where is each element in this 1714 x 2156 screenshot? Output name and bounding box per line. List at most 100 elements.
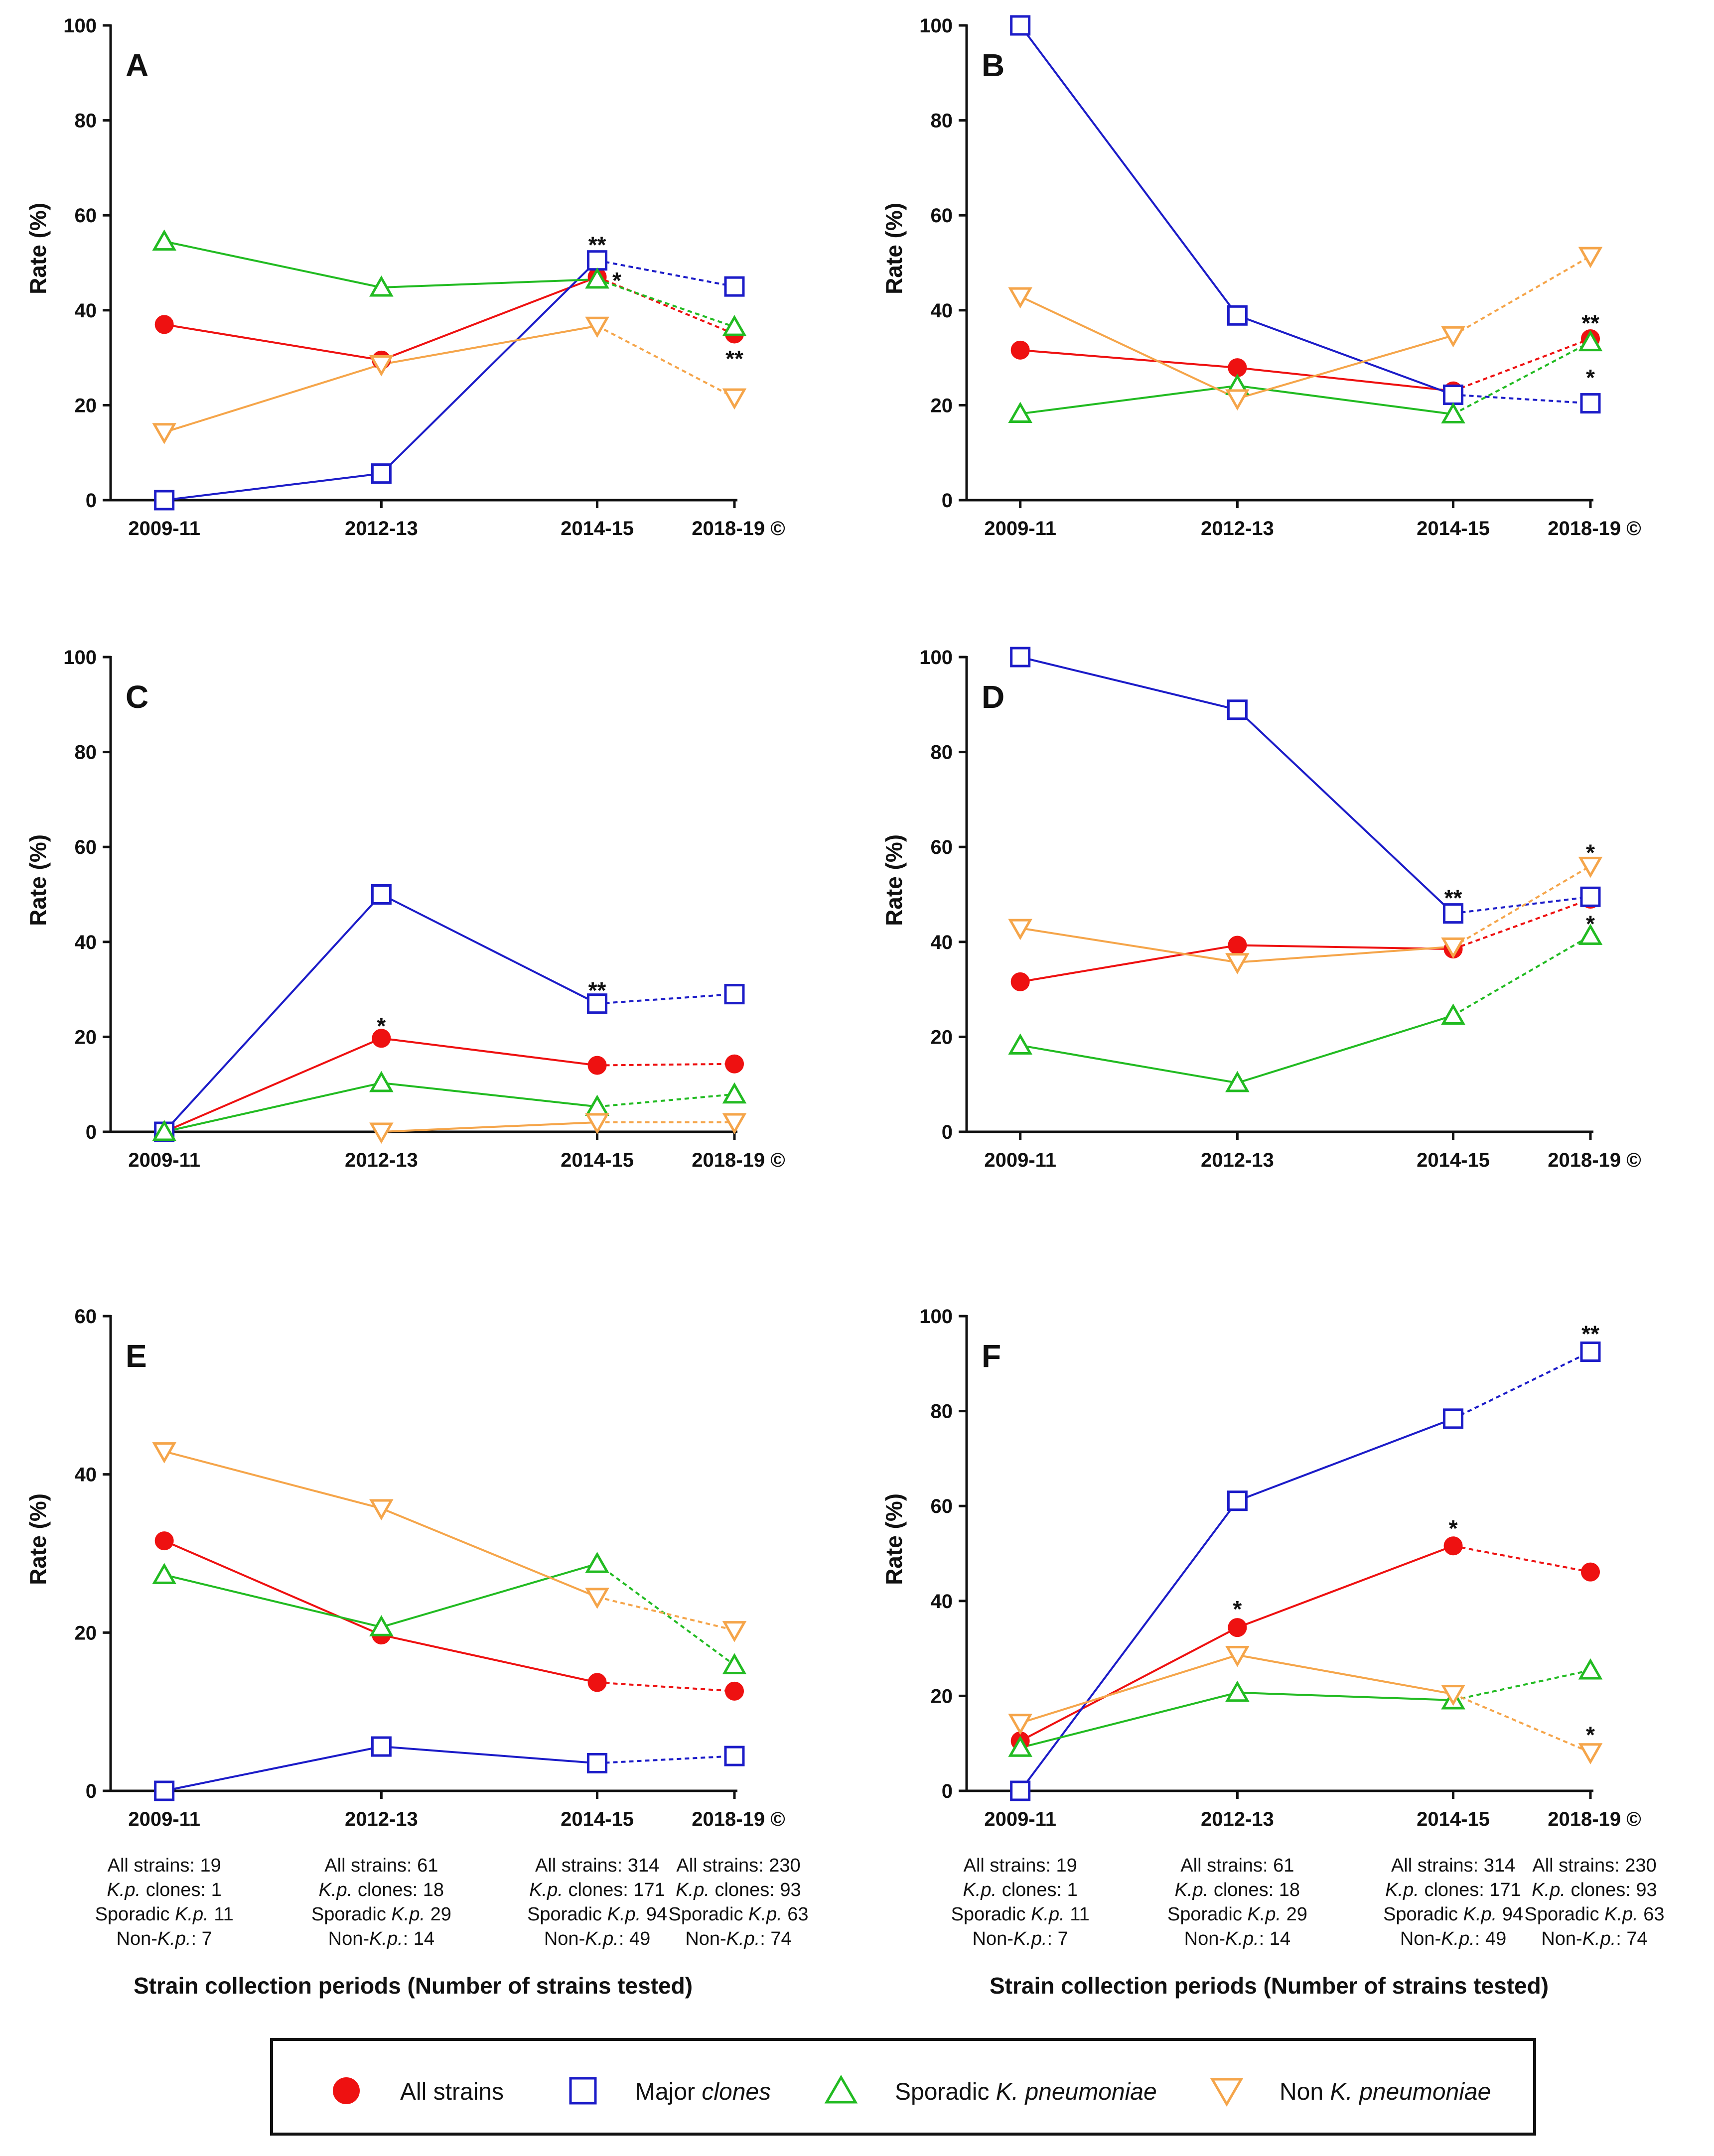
panel-e-all-line-segment — [597, 1681, 735, 1692]
panel-f-all-point — [1228, 1618, 1247, 1637]
panel-a-sporadic-point — [585, 267, 609, 289]
panel-f-sporadic-point — [1578, 1658, 1603, 1680]
panel-b-y-tick-label: 0 — [942, 490, 953, 512]
panel-d-non-line-segment — [1237, 945, 1453, 963]
panel-e-strain-count-line-part: Non- — [117, 1928, 157, 1949]
panel-c-non-point — [369, 1122, 394, 1144]
panel-a-y-tick-label: 0 — [86, 490, 97, 512]
panel-f-x-tick-label: 2012-13 — [1201, 1808, 1274, 1830]
panel-e-y-axis-title: Rate (%) — [25, 1493, 51, 1585]
panel-f-significance-mark: * — [1586, 1722, 1595, 1748]
panel-b-sporadic-point — [1441, 402, 1465, 424]
panel-b-y-tick-label: 20 — [931, 395, 953, 416]
panel-a-y-tick-label: 100 — [63, 15, 97, 37]
legend-label-sporadic-part: Sporadic — [895, 2079, 996, 2105]
panel-f-strain-count-line: K.p. clones: 171 — [1385, 1880, 1521, 1900]
panel-b-non-line-segment — [1452, 255, 1591, 337]
panel-f-sporadic-point — [1008, 1736, 1032, 1757]
panel-a-x-tick-label: 2009-11 — [128, 518, 200, 539]
panel-e-sporadic-point — [152, 1563, 176, 1584]
panel-e-all-point — [725, 1681, 744, 1701]
panel-f-strain-count-line-part: Non- — [1184, 1928, 1225, 1949]
panel-f-strain-count-line: Non-K.p.: 49 — [1400, 1928, 1506, 1949]
panel-e-sporadic-line-segment — [596, 1563, 735, 1666]
panel-f-non-line-segment — [1452, 1693, 1591, 1753]
panel-f-strain-count-line: K.p. clones: 18 — [1175, 1880, 1300, 1900]
panel-a-all-line-segment — [164, 323, 382, 361]
panel-c-significance-mark: ** — [588, 977, 606, 1003]
panel-f-strain-count-line: Sporadic K.p. 29 — [1167, 1904, 1307, 1925]
panel-d-y-tick-label: 80 — [931, 742, 953, 764]
panel-c-all-line-segment — [163, 1037, 382, 1133]
panel-e-strain-count-line-part: K.p. — [157, 1928, 191, 1949]
panel-a-major-line-segment — [164, 472, 382, 501]
panel-e-non-line-segment — [164, 1450, 382, 1509]
panel-e-strain-count-line: Sporadic K.p. 94 — [527, 1904, 667, 1925]
panel-a-non-point — [369, 355, 394, 377]
panel-b-sporadic-line-segment — [1237, 385, 1453, 415]
panel-d-major-line-segment — [1453, 896, 1591, 915]
panel-f-strain-count-line: All strains: 314 — [1391, 1855, 1515, 1876]
panel-e-y-tick-label: 20 — [75, 1622, 97, 1644]
panel-e-x-axis-title: Strain collection periods (Number of str… — [134, 1973, 693, 1999]
panel-f-strain-count-line-part: K.p. — [1225, 1928, 1259, 1949]
panel-e-strain-count-line-part: K.p. — [175, 1904, 209, 1925]
panel-b: 0 20 40 60 80 100 2009-11 2012-13 2014-15 2018-19… — [881, 15, 1641, 539]
panel-d-sporadic-line-segment — [1237, 1014, 1454, 1084]
panel-c-y-tick-label: 0 — [86, 1121, 97, 1143]
panel-b-significance-mark: * — [1586, 365, 1595, 391]
panel-f-sporadic-line-segment — [1453, 1669, 1591, 1701]
panel-e-sporadic-point — [722, 1653, 747, 1674]
panel-e-strain-count-line-part: K.p. — [726, 1928, 760, 1949]
panel-f-strain-count-line-part: K.p. — [1247, 1904, 1281, 1925]
panel-e-strain-count-line: All strains: 230 — [676, 1855, 800, 1876]
panel-a-sporadic-point — [369, 275, 394, 297]
panel-e-strain-count-line: K.p. clones: 1 — [107, 1880, 222, 1900]
panel-e-non-point — [369, 1499, 394, 1521]
panel-e-strain-count-line-part: K.p. — [391, 1904, 425, 1925]
panel-f-all-line-segment — [1237, 1545, 1454, 1629]
panel-e-strain-count-line-part: clones: 171 — [563, 1880, 665, 1900]
panel-d-sporadic-point — [1008, 1033, 1032, 1055]
panel-e-strain-count-line-part: Sporadic — [311, 1904, 392, 1925]
panel-e-strain-count-line: Non-K.p.: 49 — [544, 1928, 650, 1949]
panel-b-x-tick-label: 2018-19 © — [1548, 518, 1641, 539]
legend-marker-sporadic — [824, 2075, 858, 2104]
panel-f-major-point — [1443, 1408, 1464, 1429]
panel-f-strain-count-line: Non-K.p.: 14 — [1184, 1928, 1290, 1949]
panel-e-all-line-segment — [163, 1540, 382, 1636]
panel-a-non-line-segment — [381, 325, 597, 366]
panel-f-strain-count-line: Sporadic K.p. 11 — [951, 1904, 1090, 1925]
panel-f-strain-count-line: Sporadic K.p. 63 — [1525, 1904, 1665, 1925]
panel-f-label: F — [982, 1338, 1001, 1374]
panel-f-all-point — [1443, 1536, 1463, 1556]
panel-e-all-point — [587, 1673, 607, 1692]
panel-e-strain-count-line-part: K.p. — [607, 1904, 641, 1925]
panel-e-strain-count-line-part: 63 — [782, 1904, 809, 1925]
panel-a-non-line-segment — [596, 325, 735, 399]
panel-b-major-point — [1227, 305, 1248, 326]
panel-e-major-point — [587, 1752, 608, 1773]
panel-f-strain-count-line: All strains: 61 — [1180, 1855, 1294, 1876]
legend-item-non: Non K. pneumoniae — [1210, 2078, 1491, 2107]
panel-e-strain-count-line-part: K.p. — [748, 1904, 782, 1925]
panel-f-strain-count-line-part: Sporadic — [1167, 1904, 1248, 1925]
panel-b-non-line-segment — [1237, 334, 1454, 400]
panel-e-strain-count-line-part: Sporadic — [527, 1904, 607, 1925]
panel-f-non-line-segment — [1237, 1654, 1453, 1695]
panel-a-all-point — [154, 315, 174, 334]
panel-c-sporadic-point — [369, 1071, 394, 1092]
panel-b-y-tick-label: 100 — [919, 15, 953, 37]
panel-c-non-point — [722, 1113, 747, 1134]
panel-f-all-line-segment — [1019, 1626, 1238, 1742]
panel-a-y-tick-label: 60 — [75, 205, 97, 227]
panel-f-sporadic-line-segment — [1020, 1691, 1238, 1749]
panel-e-strain-count-line: Non-K.p.: 74 — [685, 1928, 791, 1949]
panel-e-strain-count-line: All strains: 19 — [108, 1855, 221, 1876]
panel-b-x-tick-label: 2012-13 — [1201, 518, 1274, 539]
panel-f-non-point — [1578, 1743, 1603, 1764]
panel-c: 0 20 40 60 80 100 2009-11 2012-13 2014-15 2018-19… — [25, 647, 785, 1171]
panel-e-strain-count-line-part: All strains: 61 — [324, 1855, 438, 1876]
panel-e-non-point — [152, 1442, 176, 1464]
panel-e-non-line-segment — [381, 1507, 598, 1598]
